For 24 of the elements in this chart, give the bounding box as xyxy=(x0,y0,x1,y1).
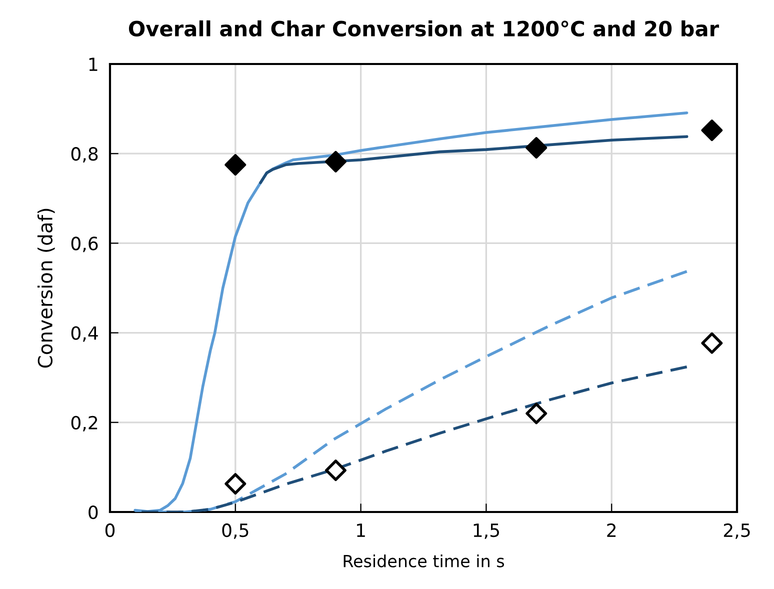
chart-title: Overall and Char Conversion at 1200°C and 20 bar xyxy=(128,20,720,37)
x-tick-label: 1 xyxy=(357,524,365,537)
y-tick-label: 0,4 xyxy=(71,326,98,342)
x-tick-label: 0 xyxy=(105,523,115,538)
point xyxy=(224,473,246,494)
x-tick-label: 2 xyxy=(607,523,616,537)
point xyxy=(325,150,346,172)
line-series xyxy=(259,135,688,184)
y-tick-label: 0,6 xyxy=(71,236,98,252)
y-tick-label: 0 xyxy=(88,505,98,520)
point xyxy=(701,120,723,142)
x-tick-label: 1,5 xyxy=(474,524,499,539)
point xyxy=(526,137,548,158)
point xyxy=(526,402,548,424)
point xyxy=(325,460,346,482)
y-tick-label: 0,8 xyxy=(71,147,98,163)
point xyxy=(224,154,246,176)
x-tick-label: 2,5 xyxy=(724,523,750,539)
y-tick-label: 1 xyxy=(89,58,98,71)
x-tick-label: 0,5 xyxy=(222,523,248,539)
x-axis-title: Residence time in s xyxy=(344,554,504,568)
y-tick-label: 0,2 xyxy=(71,416,98,432)
y-axis-title: Conversion (daf) xyxy=(37,208,55,368)
point xyxy=(701,332,723,354)
